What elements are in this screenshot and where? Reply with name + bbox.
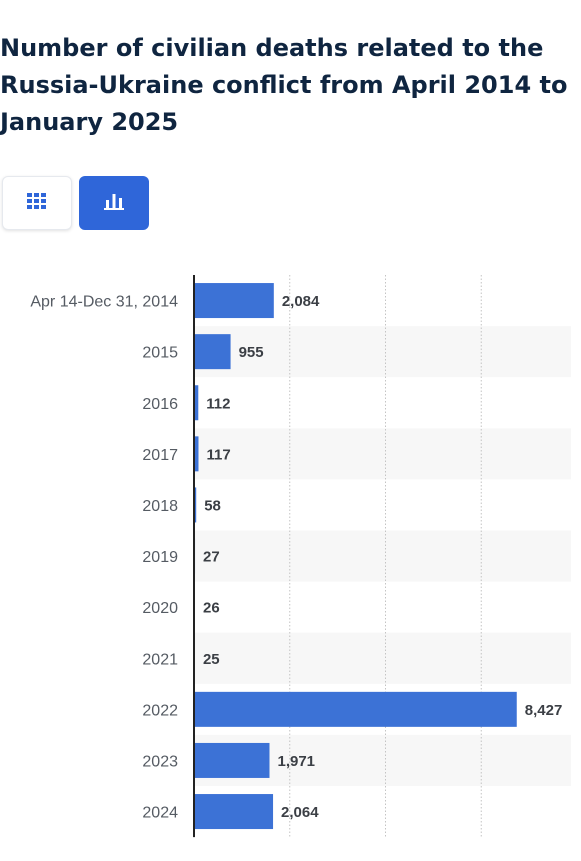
row-band [194, 530, 571, 582]
category-label: 2020 [142, 600, 178, 617]
category-label: 2022 [142, 702, 178, 719]
bar[interactable] [194, 487, 197, 523]
category-label: 2018 [142, 498, 178, 515]
bar[interactable] [194, 794, 274, 830]
bar[interactable] [194, 436, 199, 472]
row-band [194, 632, 571, 684]
category-label: 2021 [142, 651, 178, 668]
table-grid-icon [27, 192, 47, 214]
value-label: 2,084 [282, 293, 320, 310]
value-label: 117 [206, 446, 230, 463]
value-label: 27 [203, 549, 220, 566]
value-label: 2,064 [281, 804, 319, 821]
category-label: 2017 [142, 447, 178, 464]
bar[interactable] [194, 385, 199, 421]
bar[interactable] [194, 691, 517, 727]
value-label: 8,427 [525, 702, 563, 719]
bar[interactable] [194, 334, 231, 370]
chart-view-button[interactable] [79, 176, 149, 230]
bar[interactable] [194, 742, 270, 778]
value-label: 26 [203, 600, 220, 617]
category-label: Apr 14-Dec 31, 2014 [30, 294, 178, 311]
category-label: 2019 [142, 549, 178, 566]
category-label: 2023 [142, 753, 178, 770]
category-label: 2024 [142, 805, 178, 822]
value-label: 25 [203, 651, 220, 668]
bar-chart: Apr 14-Dec 31, 2014 2,084 2015 955 2016 112 20… [30, 275, 571, 838]
value-label: 112 [206, 395, 230, 412]
row-band [194, 326, 571, 378]
value-label: 955 [239, 344, 264, 361]
value-label: 58 [204, 497, 221, 514]
page-title: Number of civilian deaths related to the… [0, 34, 568, 136]
category-label: 2016 [142, 396, 178, 413]
row-band [194, 428, 571, 480]
value-label: 1,971 [277, 753, 315, 770]
bar-chart-icon [104, 192, 124, 215]
category-label: 2015 [142, 345, 178, 362]
bar[interactable] [194, 283, 274, 319]
table-view-button[interactable] [2, 176, 72, 230]
